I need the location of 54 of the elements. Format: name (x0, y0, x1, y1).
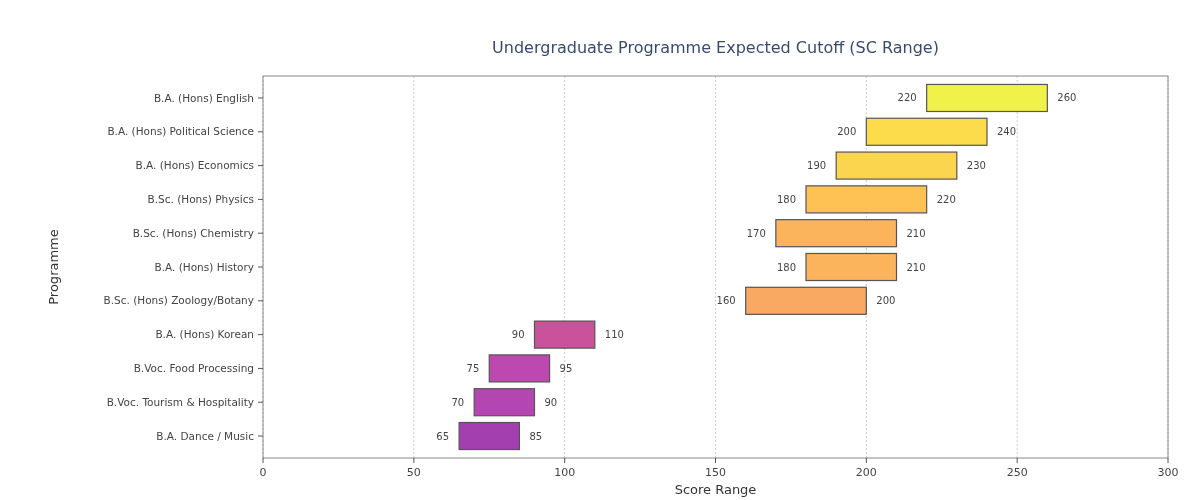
annotation: 200 (837, 126, 857, 138)
x-tick-label: 50 (406, 466, 421, 479)
bar (805, 252, 898, 282)
x-tick-label: 150 (705, 466, 726, 479)
data-label: 90 (544, 396, 558, 408)
data-label: 110 (604, 329, 624, 341)
y-axis-title: Programme (46, 229, 61, 305)
y-tick-label: B.A. (Hons) Political Science (107, 125, 254, 138)
y-tick-label: B.A. (Hons) Korean (155, 328, 254, 341)
bar (775, 219, 898, 248)
y-tick-label: B.A. Dance / Music (156, 429, 255, 442)
annotation: 160 (716, 295, 736, 307)
bar (835, 151, 958, 180)
data-label: 210 (906, 227, 926, 239)
y-tick-label: B.A. (Hons) History (154, 260, 254, 273)
bar (926, 83, 1048, 113)
bar (865, 117, 988, 146)
data-label: 230 (966, 160, 986, 172)
annotation: 65 (436, 430, 450, 442)
data-label: 85 (529, 430, 543, 442)
data-label: 260 (1057, 92, 1077, 104)
x-axis-title: Score Range (674, 482, 757, 497)
data-label: 240 (997, 126, 1017, 138)
data-label: 220 (936, 193, 956, 205)
data-label: 210 (906, 261, 926, 273)
y-tick-label: B.A. (Hons) Economics (135, 159, 254, 172)
x-tick-label: 250 (1006, 466, 1028, 479)
y-tick-label: B.A. (Hons) English (153, 91, 254, 104)
bar (488, 354, 551, 383)
bar (458, 421, 521, 451)
annotation: 70 (451, 396, 465, 408)
x-tick-label: 300 (1157, 466, 1179, 479)
annotation: 220 (897, 92, 917, 104)
x-tick-label: 0 (259, 466, 267, 479)
annotation: 170 (746, 227, 766, 239)
annotation: 75 (466, 362, 480, 374)
y-tick-label: B.Sc. (Hons) Chemistry (132, 226, 254, 239)
y-tick-label: B.Sc. (Hons) Zoology/Botany (103, 294, 254, 307)
x-tick-label: 200 (855, 466, 877, 479)
data-label: 95 (559, 362, 573, 374)
chart-title: Undergraduate Programme Expected Cutoff (SC Range) (492, 38, 939, 57)
y-tick-label: B.Voc. Food Processing (133, 362, 254, 375)
bar (473, 388, 536, 417)
y-tick-label: B.Voc. Tourism & Hospitality (106, 395, 254, 408)
y-tick-label: B.Sc. (Hons) Physics (147, 193, 254, 206)
annotation: 180 (776, 193, 796, 205)
bar (533, 320, 596, 349)
annotation: 190 (807, 160, 827, 172)
annotation: 180 (776, 261, 796, 273)
bar (805, 185, 928, 214)
annotation: 90 (511, 329, 525, 341)
data-label: 200 (876, 295, 896, 307)
x-tick-label: 100 (554, 466, 576, 479)
bar (745, 286, 867, 315)
